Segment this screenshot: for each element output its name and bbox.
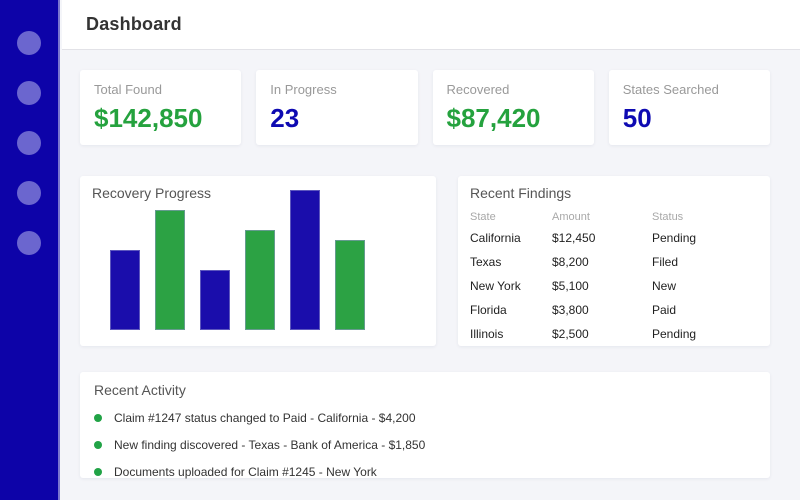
stat-value: $142,850 xyxy=(94,103,203,133)
sidebar xyxy=(0,0,60,500)
chart-bar xyxy=(245,230,275,330)
cell-amount: $8,200 xyxy=(552,255,589,269)
sidebar-nav-icon[interactable] xyxy=(17,131,41,155)
activity-item: New finding discovered - Texas - Bank of… xyxy=(94,438,756,452)
middle-row: Recovery Progress Recent Findings State … xyxy=(80,176,770,346)
cell-status: Pending xyxy=(652,327,697,341)
chart-title: Recovery Progress xyxy=(92,185,212,201)
cell-state: California xyxy=(470,231,521,245)
activity-title: Recent Activity xyxy=(94,382,186,398)
stat-label: Recovered xyxy=(446,82,510,97)
stat-card-total-found: Total Found $142,850 xyxy=(80,70,242,145)
cell-state: New York xyxy=(470,279,521,293)
activity-text: Claim #1247 status changed to Paid - Cal… xyxy=(114,411,416,425)
chart-bar xyxy=(110,250,140,330)
page-title: Dashboard xyxy=(86,14,182,34)
cell-amount: $5,100 xyxy=(552,279,589,293)
cell-status: Paid xyxy=(652,303,677,317)
cell-state: Florida xyxy=(470,303,507,317)
recent-findings-card: Recent Findings State Amount Status Cali… xyxy=(458,176,770,346)
stat-value: 50 xyxy=(622,103,652,133)
chart-bar xyxy=(155,210,185,330)
recovery-progress-card: Recovery Progress xyxy=(80,176,436,346)
cell-amount: $3,800 xyxy=(552,303,589,317)
chart-bar xyxy=(335,240,365,330)
sidebar-nav-icon[interactable] xyxy=(17,31,41,55)
chart-bar xyxy=(200,270,230,330)
sidebar-nav-icon[interactable] xyxy=(17,181,41,205)
activity-item: Documents uploaded for Claim #1245 - New… xyxy=(94,465,756,479)
table-row: California $12,450 Pending xyxy=(470,226,758,250)
cell-state: Illinois xyxy=(470,327,504,341)
stat-card-recovered: Recovered $87,420 xyxy=(432,70,594,145)
column-header-state: State xyxy=(470,211,496,223)
stat-value: 23 xyxy=(270,103,300,133)
findings-table: State Amount Status California $12,450 Pen… xyxy=(470,208,758,346)
activity-bullet-icon xyxy=(94,414,102,422)
findings-header-row: State Amount Status xyxy=(470,208,758,226)
stat-card-states-searched: States Searched 50 xyxy=(608,70,770,145)
stat-value: $87,420 xyxy=(446,103,541,133)
cell-status: Pending xyxy=(652,231,697,245)
chart-bar xyxy=(290,190,320,330)
stat-label: In Progress xyxy=(270,82,337,97)
cell-state: Texas xyxy=(470,255,502,269)
column-header-status: Status xyxy=(652,211,684,223)
activity-item: Claim #1247 status changed to Paid - Cal… xyxy=(94,411,756,425)
recent-activity-card: Recent Activity Claim #1247 status chang… xyxy=(80,372,770,479)
stat-card-in-progress: In Progress 23 xyxy=(256,70,418,145)
header: Dashboard xyxy=(62,0,800,50)
sidebar-nav-icon[interactable] xyxy=(17,231,41,255)
sidebar-nav-icon[interactable] xyxy=(17,81,41,105)
activity-bullet-icon xyxy=(94,468,102,476)
bar-chart xyxy=(110,190,365,330)
activity-list: Claim #1247 status changed to Paid - Cal… xyxy=(94,411,756,479)
cell-status: Filed xyxy=(652,255,679,269)
activity-text: New finding discovered - Texas - Bank of… xyxy=(114,438,426,452)
table-row: Florida $3,800 Paid xyxy=(470,298,758,322)
activity-bullet-icon xyxy=(94,441,102,449)
table-row: New York $5,100 New xyxy=(470,274,758,298)
stat-label: States Searched xyxy=(622,82,719,97)
cell-amount: $12,450 xyxy=(552,231,596,245)
cell-amount: $2,500 xyxy=(552,327,589,341)
findings-title: Recent Findings xyxy=(470,185,572,201)
cell-status: New xyxy=(652,279,677,293)
main-content: Total Found $142,850 In Progress 23 Recovere… xyxy=(62,50,800,479)
table-row: Texas $8,200 Filed xyxy=(470,250,758,274)
column-header-amount: Amount xyxy=(552,211,590,223)
activity-text: Documents uploaded for Claim #1245 - New… xyxy=(114,465,377,479)
table-row: Illinois $2,500 Pending xyxy=(470,322,758,346)
stats-row: Total Found $142,850 In Progress 23 Recovere… xyxy=(80,70,770,145)
stat-label: Total Found xyxy=(94,82,162,97)
